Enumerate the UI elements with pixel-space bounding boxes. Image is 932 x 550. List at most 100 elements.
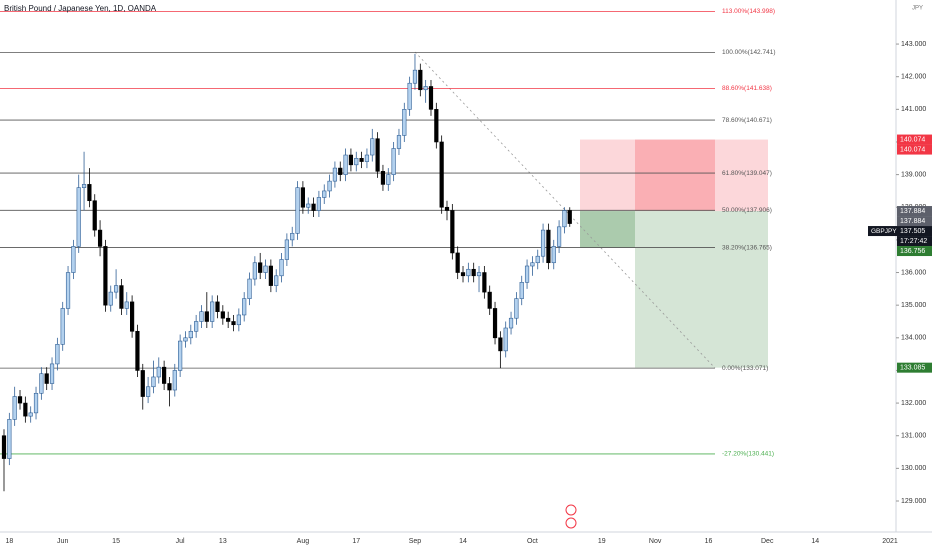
candle-body (556, 226, 562, 247)
candle-body (343, 154, 348, 175)
candle-body (476, 272, 482, 277)
candle-body (354, 157, 359, 166)
candle-body (172, 370, 177, 391)
profit-zone (635, 211, 768, 368)
candle-body (482, 272, 487, 293)
candle-body (33, 392, 39, 414)
x-tick-label: Aug (297, 538, 310, 545)
candle-body (135, 330, 140, 371)
x-tick-label: 15 (112, 538, 120, 545)
candle-body (60, 308, 65, 345)
fib-level-label: 61.80%(139.047) (722, 170, 772, 177)
candle-body (471, 268, 476, 277)
candle-body (71, 246, 76, 273)
y-tick-label: 135.000 (901, 302, 926, 309)
price-badge-label: 133.085 (900, 365, 925, 372)
candle-body (215, 301, 220, 312)
x-tick-label: 18 (5, 538, 13, 545)
x-tick-label: 14 (811, 538, 819, 545)
candle-body (140, 370, 145, 397)
candle-body (284, 239, 289, 260)
candle-body (210, 301, 215, 322)
candle-body (146, 386, 151, 397)
event-icons[interactable] (565, 504, 577, 529)
candle-body (263, 265, 268, 273)
candle-body (450, 210, 455, 254)
candle-body (247, 278, 252, 299)
candle-body (39, 373, 44, 394)
candle-body (514, 298, 519, 319)
candle-body (535, 255, 540, 264)
candle-body (567, 210, 572, 224)
candle-body (316, 197, 322, 211)
price-badge (897, 216, 932, 227)
price-badge-label: 137.505 (900, 228, 925, 235)
candle-body (396, 135, 402, 149)
candle-body (423, 86, 428, 91)
price-badge (897, 362, 932, 373)
candle-body (268, 265, 273, 286)
candle-body (380, 171, 386, 185)
candle-body (391, 148, 396, 175)
symbol-label: GBPJPY (871, 228, 897, 235)
event-icon[interactable] (565, 504, 577, 516)
countdown-label: 17:27:42 (900, 238, 927, 245)
candle-body (487, 291, 492, 309)
x-tick-label: 13 (219, 538, 227, 545)
y-tick-label: 132.000 (901, 400, 926, 407)
candle-body (7, 419, 12, 459)
candle-body (434, 109, 439, 143)
candle-body (327, 180, 332, 192)
profit-zone-active (580, 211, 635, 248)
y-tick-label: 139.000 (901, 171, 926, 178)
candle-body (407, 82, 412, 110)
candle-body (274, 275, 279, 286)
candle-body (455, 252, 460, 273)
price-badge-label: 140.074 (900, 146, 925, 153)
candle-body (178, 340, 183, 371)
candle-body (498, 337, 503, 352)
candle-body (258, 262, 263, 273)
candle-body (311, 203, 316, 211)
candle-body (444, 206, 450, 211)
candle-body (530, 262, 535, 267)
event-icon[interactable] (565, 517, 577, 529)
candle-body (540, 229, 546, 257)
y-tick-label: 143.000 (901, 41, 926, 48)
candle-body (188, 330, 193, 339)
candle-body (252, 262, 257, 280)
candle-body (204, 311, 209, 322)
candle-body (551, 246, 556, 264)
candle-body (76, 187, 81, 247)
candle-body (129, 301, 135, 332)
candle-body (492, 308, 498, 339)
candle-body (167, 383, 172, 391)
candle-body (508, 317, 514, 329)
fib-retracement[interactable]: 113.00%(143.998) 100.00%(142.741) 88.60%(1… (0, 8, 776, 458)
candle-body (23, 402, 28, 417)
fib-level-label: 0.00%(133.071) (722, 365, 768, 372)
candle-body (92, 200, 97, 231)
candle-body (17, 396, 23, 404)
candle-body (295, 187, 300, 234)
candle-body (322, 190, 327, 198)
candle-body (375, 138, 380, 172)
candle-body (386, 174, 391, 185)
candle-body (108, 291, 113, 306)
fib-level-label: 88.60%(141.638) (722, 85, 772, 92)
price-badge (897, 134, 932, 145)
y-tick-label: 141.000 (901, 106, 926, 113)
candle-body (300, 187, 305, 208)
candle-body (97, 229, 103, 247)
candle-body (402, 109, 407, 136)
x-tick-label: Jun (57, 538, 68, 545)
y-tick-label: 130.000 (901, 465, 926, 472)
price-badge-label: 137.884 (900, 218, 925, 225)
position-tool[interactable] (580, 139, 768, 368)
x-tick-label: Jul (176, 538, 185, 545)
candle-body (524, 265, 530, 283)
candle-body (290, 233, 295, 241)
candle-body (65, 272, 71, 309)
candle-body (364, 154, 370, 162)
